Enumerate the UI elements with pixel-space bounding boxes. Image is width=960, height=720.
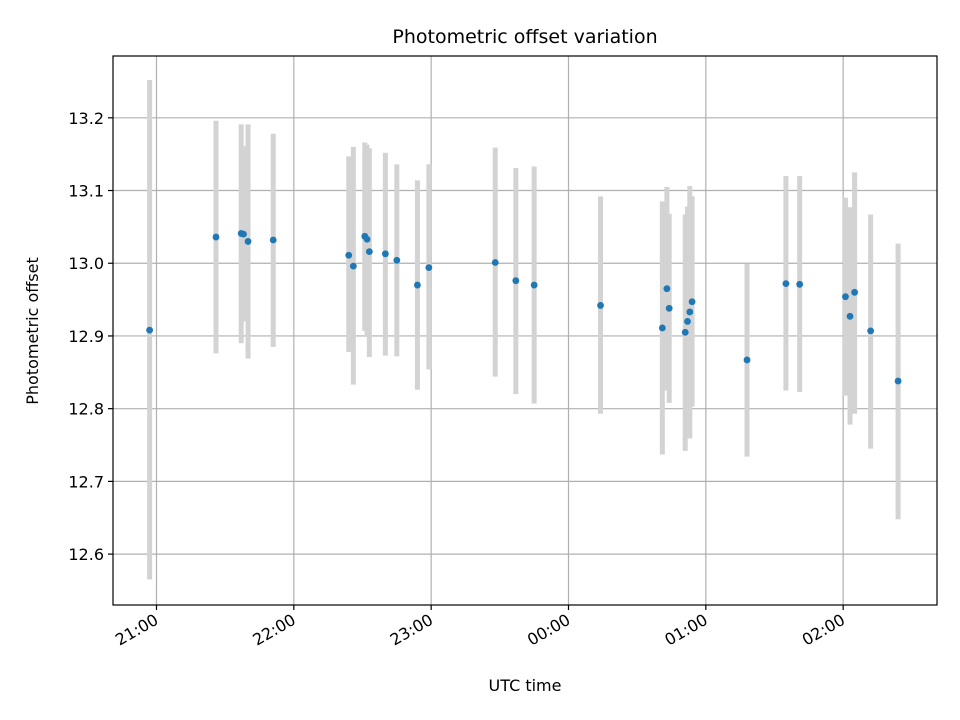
- y-tick-label: 12.6: [68, 545, 104, 564]
- data-point: [240, 230, 247, 238]
- data-point: [658, 324, 666, 332]
- data-point: [269, 236, 277, 244]
- data-point: [894, 377, 902, 385]
- data-point: [842, 293, 849, 301]
- data-point: [684, 318, 691, 325]
- y-tick-label: 12.9: [68, 327, 104, 346]
- data-point: [681, 328, 689, 336]
- data-point: [491, 259, 499, 266]
- data-point: [212, 233, 220, 241]
- data-point: [512, 277, 520, 285]
- y-tick-label: 13.1: [68, 182, 104, 201]
- data-points: [146, 230, 902, 385]
- x-axis-title: UTC time: [489, 676, 562, 695]
- data-point: [851, 288, 858, 296]
- data-point: [244, 238, 252, 245]
- data-point: [393, 256, 401, 264]
- data-point: [365, 248, 373, 256]
- plot-background: [113, 56, 937, 605]
- data-point: [349, 262, 357, 270]
- y-tick-label: 12.7: [68, 472, 104, 491]
- data-point: [796, 280, 804, 288]
- y-tick-label: 13.0: [68, 254, 104, 273]
- data-point: [665, 304, 673, 312]
- y-axis-title: Photometric offset: [23, 257, 42, 405]
- chart-title: Photometric offset variation: [392, 26, 657, 48]
- plot-area: [112, 55, 938, 606]
- data-point: [663, 285, 671, 293]
- data-point: [686, 308, 694, 316]
- y-axis: 12.6 12.7 12.8 12.9 13.0 13.1 13.2: [68, 109, 113, 564]
- data-point: [782, 280, 790, 287]
- data-point: [846, 312, 854, 320]
- data-point: [425, 264, 433, 272]
- data-point: [530, 281, 538, 289]
- data-point: [597, 302, 604, 309]
- data-point: [867, 327, 875, 335]
- y-tick-label: 12.8: [68, 400, 104, 419]
- data-point: [381, 250, 389, 258]
- data-point: [688, 298, 696, 306]
- y-tick-label: 13.2: [68, 109, 104, 128]
- plot-frame: [112, 55, 938, 606]
- data-point: [363, 235, 371, 243]
- data-point: [345, 251, 353, 259]
- data-point: [146, 326, 154, 334]
- data-point: [743, 356, 751, 364]
- data-point: [414, 281, 421, 289]
